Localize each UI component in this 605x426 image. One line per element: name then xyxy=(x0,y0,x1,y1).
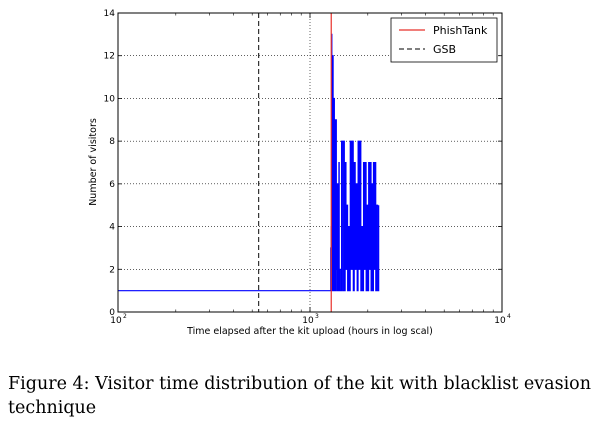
visitors-series-line-0 xyxy=(118,33,380,292)
y-axis-label: Number of visitors xyxy=(88,118,99,206)
y-tick-label: 12 xyxy=(104,52,115,62)
x-tick-label-base: 10 xyxy=(302,316,314,326)
x-tick-label-base: 10 xyxy=(494,316,506,326)
y-tick-label: 8 xyxy=(109,137,115,147)
legend-box xyxy=(390,17,498,63)
x-tick-label-base: 10 xyxy=(110,316,122,326)
y-tick-label: 10 xyxy=(104,94,116,104)
y-tick-label: 6 xyxy=(109,180,115,190)
legend-label-gsb: GSB xyxy=(433,43,456,56)
figure-caption: Figure 4: Visitor time distribution of t… xyxy=(8,374,591,418)
y-tick-label: 4 xyxy=(109,223,115,233)
legend: PhishTank GSB xyxy=(390,17,498,63)
y-tick-label: 14 xyxy=(104,9,116,19)
x-tick-label-exponent: 2 xyxy=(123,313,127,320)
grid-lines xyxy=(118,13,502,312)
data-layer xyxy=(118,33,380,292)
y-tick-label: 2 xyxy=(109,265,115,275)
plot-frame xyxy=(117,12,503,313)
x-tick-label-exponent: 4 xyxy=(507,313,511,320)
plot-border xyxy=(117,12,503,313)
y-tick-label: 0 xyxy=(109,308,115,318)
legend-label-phishtank: PhishTank xyxy=(433,24,488,37)
reference-lines xyxy=(258,13,332,312)
x-tick-label-exponent: 3 xyxy=(315,313,319,320)
x-axis-label: Time elapsed after the kit upload (hours… xyxy=(186,326,433,337)
visitor-time-chart: 0 2 4 6 8 10 12 14 10 2 10 3 10 4 Time elapsed after … xyxy=(88,9,511,337)
